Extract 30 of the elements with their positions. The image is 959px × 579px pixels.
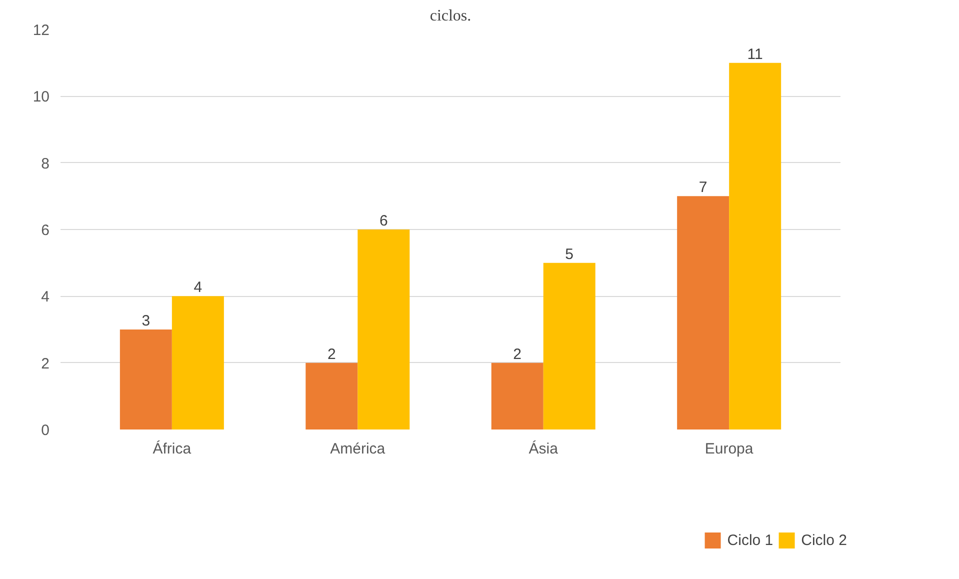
y-tick-label: 10 (32, 88, 50, 106)
bar (677, 196, 730, 430)
data-label: 5 (565, 246, 574, 263)
y-tick-label: 6 (41, 222, 50, 239)
data-label: 7 (698, 179, 708, 196)
bar (120, 330, 172, 430)
x-tick-label: Ásia (528, 440, 559, 458)
x-tick-label: África (152, 440, 192, 458)
bar (543, 262, 596, 430)
x-tick-label: América (330, 440, 386, 458)
legend-label: Ciclo 1 (727, 532, 774, 548)
y-tick-label: 2 (41, 355, 50, 372)
bar (172, 296, 224, 430)
bar (306, 362, 358, 430)
x-tick-label: Europa (704, 440, 754, 458)
data-label: 3 (142, 312, 150, 330)
data-label: 11 (747, 46, 763, 63)
bar (491, 362, 544, 430)
y-tick-label: 8 (41, 155, 50, 172)
data-label: 2 (513, 346, 522, 363)
data-label: 6 (379, 212, 388, 230)
data-label: 2 (327, 346, 336, 363)
y-tick-label: 0 (41, 422, 50, 439)
y-tick-label: 12 (32, 22, 50, 39)
chart-title: ciclos. (430, 8, 472, 24)
y-tick-label: 4 (41, 288, 50, 306)
bar (729, 62, 782, 430)
bar (358, 230, 410, 430)
data-label: 4 (194, 279, 202, 296)
legend-label: Ciclo 2 (801, 532, 847, 548)
